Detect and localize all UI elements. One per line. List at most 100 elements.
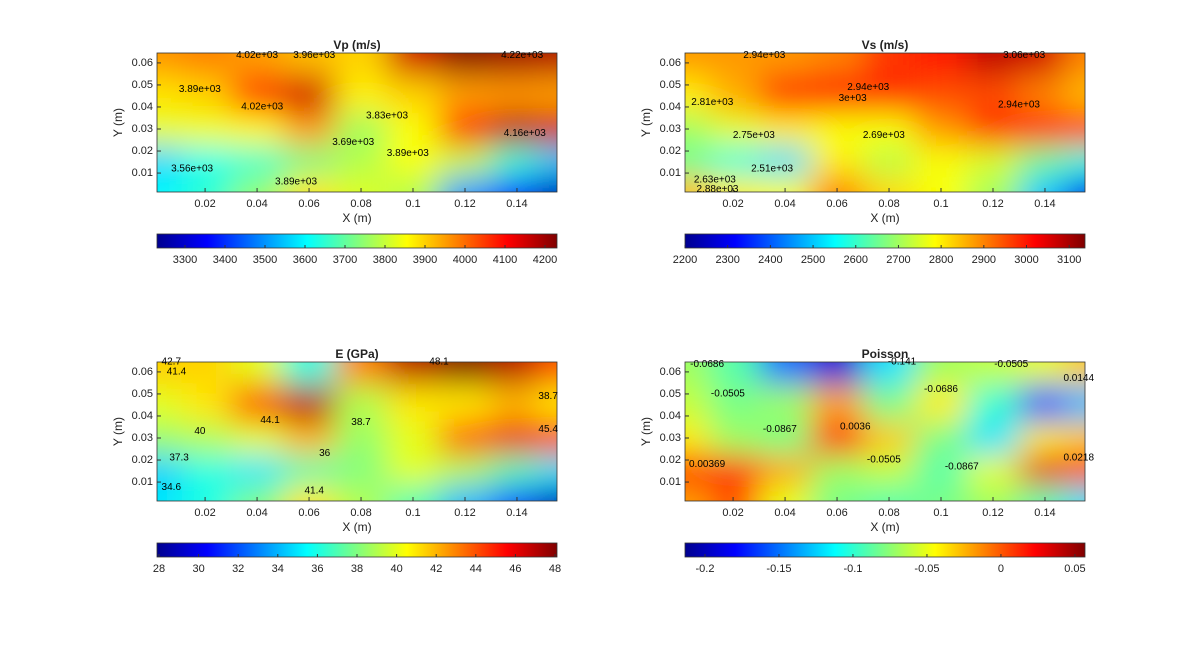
field-cell	[536, 53, 557, 76]
y-tick-label: 0.05	[660, 79, 681, 91]
y-axis-label: Y (m)	[639, 108, 653, 137]
contour-field	[685, 53, 1085, 192]
field-cell	[1064, 454, 1085, 486]
contour-label: 2.94e+03	[847, 82, 889, 93]
field-cell	[709, 454, 760, 486]
contour-label: 2.81e+03	[691, 97, 733, 108]
field-cell	[157, 112, 183, 147]
y-tick-label: 0.06	[660, 366, 681, 378]
contour-label: 38.7	[351, 417, 371, 428]
chart-title: Vp (m/s)	[333, 38, 380, 52]
contour-label: 2.69e+03	[863, 130, 905, 141]
plot-frame	[156, 52, 558, 193]
field-cell	[181, 75, 232, 113]
field-cell	[439, 53, 492, 76]
field-cell	[811, 421, 864, 456]
field-cell	[283, 454, 336, 486]
field-cell	[335, 454, 388, 486]
field-cell	[181, 112, 232, 147]
field-cell	[439, 485, 492, 501]
field-cell	[1064, 384, 1085, 422]
x-tick-label: 0.1	[405, 507, 420, 519]
field-cell	[536, 421, 557, 456]
contour-label: 36	[319, 448, 331, 459]
field-cell	[335, 145, 388, 177]
y-tick-label: 0.05	[660, 388, 681, 400]
field-cell	[685, 384, 711, 422]
field-cell	[1018, 362, 1065, 385]
contour-label: -0.0505	[994, 359, 1028, 370]
plot-frame	[684, 361, 1086, 502]
contour-label: -0.0686	[924, 384, 958, 395]
colorbar-tick-label: 42	[430, 563, 442, 575]
field-cell	[1064, 485, 1085, 501]
field-cell	[811, 145, 864, 177]
field-cell	[1064, 53, 1085, 76]
contour-label: 40	[194, 426, 206, 437]
colorbar-tick-label: 34	[272, 563, 284, 575]
contour-label: -0.141	[888, 357, 917, 368]
field-cell	[536, 485, 557, 501]
field-cell	[439, 384, 492, 422]
field-cell	[283, 362, 336, 385]
contour-label: 2.51e+03	[751, 163, 793, 174]
field-cell	[967, 421, 1020, 456]
field-cell	[387, 112, 440, 147]
colorbar-tick-label: 40	[390, 563, 402, 575]
field-cell	[283, 384, 336, 422]
field-cell	[863, 384, 916, 422]
field-cell	[759, 384, 812, 422]
colorbar-tick-label: 30	[192, 563, 204, 575]
colorbar-tick-label: 2700	[886, 254, 910, 266]
y-axis-label: Y (m)	[111, 417, 125, 446]
contour-label: 41.4	[167, 367, 187, 378]
contour-label: 0.0036	[840, 422, 871, 433]
colorbar-tick-label: -0.15	[766, 563, 791, 575]
field-cell	[709, 384, 760, 422]
field-cell	[490, 145, 537, 177]
field-cell	[181, 53, 232, 76]
x-tick-label: 0.12	[454, 198, 475, 210]
x-axis-label: X (m)	[870, 211, 899, 225]
field-cell	[283, 421, 336, 456]
field-cell	[967, 362, 1020, 385]
contour-label: 45.4	[538, 424, 558, 435]
colorbar-tick-label: 2900	[972, 254, 996, 266]
field-cell	[863, 421, 916, 456]
contour-label: 3e+03	[839, 93, 868, 104]
field-cell	[181, 384, 232, 422]
y-tick-label: 0.01	[132, 167, 153, 179]
field-cell	[387, 145, 440, 177]
field-cell	[915, 362, 968, 385]
field-cell	[685, 75, 711, 113]
field-cell	[709, 421, 760, 456]
field-cells	[685, 53, 1085, 192]
y-tick-label: 0.02	[132, 454, 153, 466]
contour-label: 3.89e+03	[387, 148, 429, 159]
contour-label: 38.7	[538, 391, 558, 402]
colorbar-tick-label: 46	[509, 563, 521, 575]
field-cell	[915, 112, 968, 147]
x-axis-label: X (m)	[342, 520, 371, 534]
x-tick-label: 0.02	[722, 198, 743, 210]
field-cell	[759, 112, 812, 147]
field-cell	[967, 53, 1020, 76]
field-cell	[283, 485, 336, 501]
field-cell	[181, 145, 232, 177]
contour-label: 41.4	[305, 486, 325, 497]
x-tick-label: 0.08	[350, 198, 371, 210]
y-axis-label: Y (m)	[111, 108, 125, 137]
field-cell	[1064, 112, 1085, 147]
field-cell	[863, 454, 916, 486]
x-tick-label: 0.04	[246, 507, 267, 519]
field-cell	[335, 421, 388, 456]
field-cell	[536, 384, 557, 422]
contour-label: 2.88e+03	[696, 184, 738, 195]
colorbar-tick-label: 4200	[533, 254, 557, 266]
x-tick-label: 0.1	[933, 507, 948, 519]
y-tick-label: 0.04	[660, 410, 681, 422]
colorbar-tick-label: 48	[549, 563, 561, 575]
y-tick-label: 0.01	[132, 476, 153, 488]
colorbar-tick-label: 38	[351, 563, 363, 575]
x-tick-label: 0.12	[982, 507, 1003, 519]
